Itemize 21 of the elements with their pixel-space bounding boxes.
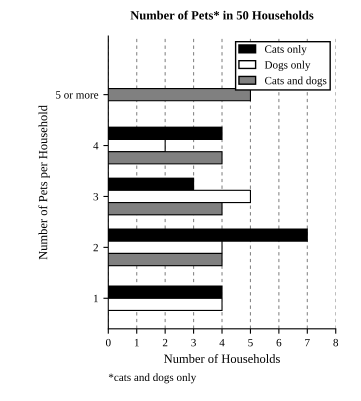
x-axis-title: Number of Households	[164, 354, 280, 363]
y-tick-label: 2	[94, 244, 98, 252]
x-tick-label: 7	[305, 338, 310, 346]
x-tick-label: 8	[333, 338, 338, 346]
x-tick-label: 6	[276, 338, 282, 346]
y-tick-label: 4	[93, 142, 98, 150]
x-tick-label: 2	[162, 338, 168, 346]
y-tick-label: 1	[94, 294, 98, 302]
x-tick-label: 4	[219, 338, 225, 346]
x-tick-label: 1	[134, 338, 139, 346]
y-axis-title: Number of Pets per Household	[38, 105, 50, 260]
legend-label: Cats and dogs	[264, 76, 326, 87]
x-tick-label: 3	[191, 338, 196, 346]
x-tick-label: 5	[248, 338, 253, 346]
chart-title: Number of Pets* in 50 Households	[130, 10, 314, 20]
y-tick-label: 3	[94, 192, 98, 200]
text: *cats and dogs only	[108, 373, 196, 384]
legend-label: Dogs only	[264, 60, 310, 71]
legend-label: Cats only	[264, 45, 307, 56]
y-tick-label: 5 or more	[56, 91, 98, 99]
x-tick-label: 0	[106, 338, 111, 346]
